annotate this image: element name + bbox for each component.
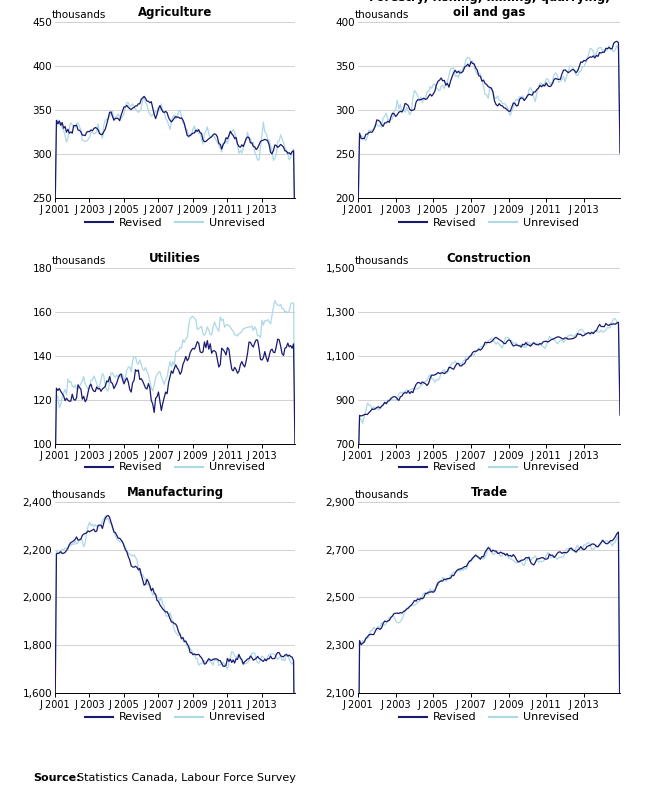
Legend: Revised, Unrevised: Revised, Unrevised [81, 213, 269, 232]
Title: Construction: Construction [447, 253, 531, 265]
Legend: Revised, Unrevised: Revised, Unrevised [395, 458, 583, 477]
Title: Manufacturing: Manufacturing [126, 486, 223, 500]
Legend: Revised, Unrevised: Revised, Unrevised [395, 213, 583, 232]
Title: Utilities: Utilities [149, 253, 201, 265]
Legend: Revised, Unrevised: Revised, Unrevised [81, 458, 269, 477]
Text: thousands: thousands [52, 9, 106, 20]
Text: Source:: Source: [33, 773, 81, 783]
Text: thousands: thousands [52, 256, 106, 266]
Title: Forestry, fishing, mining, quarrying,
oil and gas: Forestry, fishing, mining, quarrying, oi… [369, 0, 609, 20]
Text: thousands: thousands [355, 9, 409, 20]
Text: Statistics Canada, Labour Force Survey: Statistics Canada, Labour Force Survey [77, 773, 296, 783]
Legend: Revised, Unrevised: Revised, Unrevised [81, 708, 269, 727]
Title: Trade: Trade [470, 486, 508, 500]
Text: thousands: thousands [355, 256, 409, 266]
Legend: Revised, Unrevised: Revised, Unrevised [395, 708, 583, 727]
Text: thousands: thousands [52, 490, 106, 500]
Title: Agriculture: Agriculture [138, 6, 212, 20]
Text: thousands: thousands [355, 490, 409, 500]
